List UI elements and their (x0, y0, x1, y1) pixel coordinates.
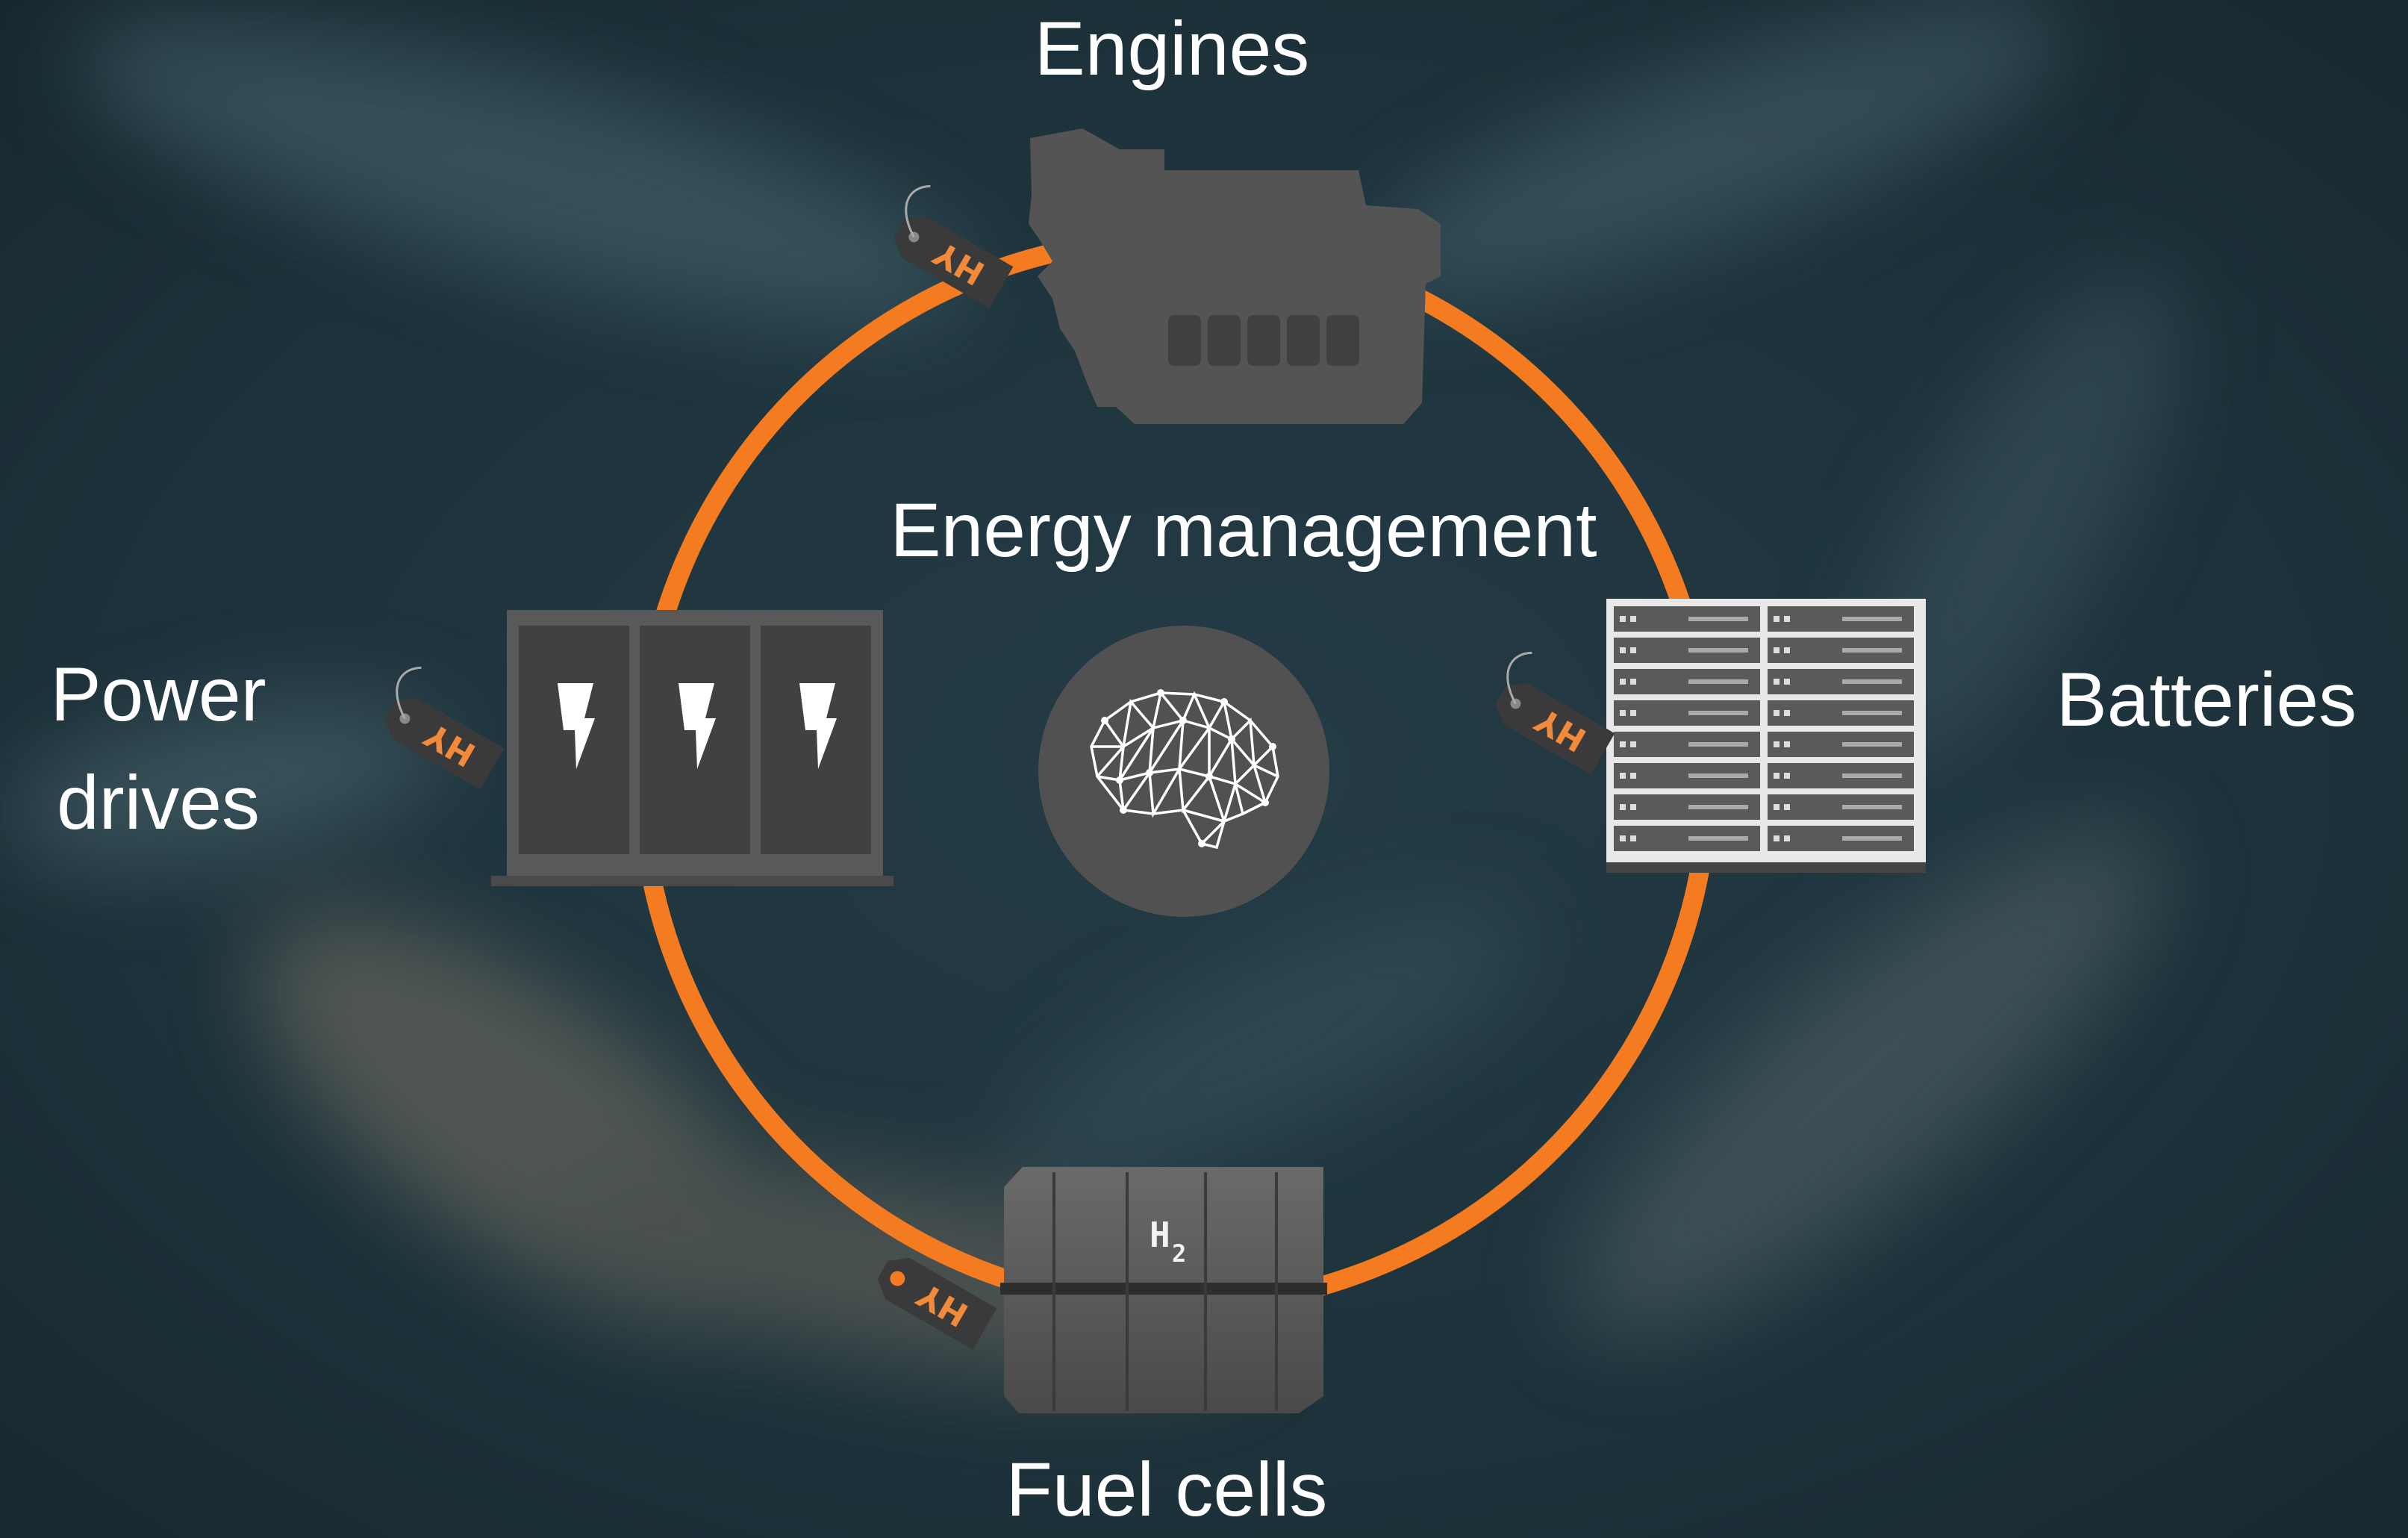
battery-led (1784, 710, 1790, 716)
battery-led (1784, 773, 1790, 779)
battery-led (1784, 804, 1790, 810)
battery-led (1774, 773, 1780, 779)
battery-led (1630, 679, 1636, 685)
battery-led (1784, 741, 1790, 747)
battery-handle (1688, 617, 1748, 621)
hydrogen-subscript: 2 (1172, 1239, 1186, 1268)
brain-icon-part-part (1146, 769, 1153, 776)
fuel-cells-label: Fuel cells (1006, 1447, 1328, 1532)
battery-handle (1688, 805, 1748, 809)
engines-label: Engines (1035, 6, 1310, 91)
hydrogen-symbol: H (1150, 1215, 1170, 1255)
battery-handle (1688, 648, 1748, 653)
battery-handle (1688, 836, 1748, 841)
diagram: H 2 HY HY HY HY Engines Energy managemen… (0, 0, 2408, 1538)
engine-icon-part-part (1326, 315, 1359, 366)
battery-handle (1842, 773, 1902, 778)
power-drive-icon-part (761, 626, 871, 854)
engine-icon-part-part (1247, 315, 1280, 366)
brain-icon-part-part (1101, 717, 1108, 724)
batteries-label: Batteries (2056, 657, 2357, 742)
brain-icon-part-part (1198, 840, 1205, 847)
battery-led (1620, 804, 1626, 810)
battery-handle (1842, 679, 1902, 684)
battery-led (1620, 835, 1626, 841)
battery-handle (1842, 648, 1902, 653)
battery-handle (1842, 617, 1902, 621)
battery-handle (1688, 773, 1748, 778)
brain-icon-part-part (1205, 773, 1213, 780)
battery-led (1774, 647, 1780, 653)
brain-icon-part-part (1228, 735, 1235, 743)
battery-led (1620, 773, 1626, 779)
battery-led (1784, 835, 1790, 841)
battery-handle (1688, 679, 1748, 684)
battery-led (1774, 679, 1780, 685)
brain-icon-part-part (1220, 698, 1228, 706)
battery-led (1784, 616, 1790, 622)
fuel-cell-icon-part (1000, 1283, 1327, 1295)
battery-handle (1688, 711, 1748, 715)
battery-handle (1842, 711, 1902, 715)
battery-led (1630, 647, 1636, 653)
brain-icon-part-part (1261, 799, 1269, 806)
battery-led (1630, 773, 1636, 779)
battery-led (1620, 741, 1626, 747)
battery-led (1774, 804, 1780, 810)
engine-icon-part-part (1208, 315, 1241, 366)
page: Energy management diagram html, body { m… (0, 0, 2408, 1538)
battery-led (1774, 835, 1780, 841)
power-drive-icon (491, 610, 893, 886)
battery-led (1620, 710, 1626, 716)
page-body: {"center": {"label": "Energy management"… (0, 0, 2408, 1538)
fuel-cell-icon: H 2 (1000, 1167, 1327, 1413)
battery-icon-part (1606, 862, 1926, 873)
battery-handle (1842, 742, 1902, 747)
battery-led (1620, 647, 1626, 653)
brain-icon-part-part (1269, 743, 1276, 750)
battery-led (1774, 710, 1780, 716)
battery-led (1774, 741, 1780, 747)
battery-icon (1606, 599, 1926, 873)
power-drive-icon-part (491, 876, 893, 886)
battery-led (1620, 679, 1626, 685)
brain-icon-part-part (1179, 717, 1187, 724)
battery-led (1774, 616, 1780, 622)
power-drives-label: drives (57, 760, 260, 845)
brain-icon-part-part (1157, 689, 1164, 697)
battery-led (1620, 616, 1626, 622)
brain-icon (1038, 626, 1329, 917)
battery-led (1784, 647, 1790, 653)
battery-led (1630, 616, 1636, 622)
battery-led (1630, 741, 1636, 747)
brain-icon-part-part (1116, 776, 1123, 784)
engine-icon-part-part (1168, 315, 1201, 366)
center-label: Energy management (890, 488, 1597, 573)
battery-led (1630, 710, 1636, 716)
engine-icon-part-part (1287, 315, 1320, 366)
battery-led (1630, 804, 1636, 810)
battery-led (1630, 835, 1636, 841)
engine-icon-part (1168, 315, 1359, 366)
battery-handle (1688, 742, 1748, 747)
battery-led (1784, 679, 1790, 685)
power-drives-label: Power (50, 652, 266, 737)
battery-handle (1842, 805, 1902, 809)
power-drive-icon-part (640, 626, 750, 854)
battery-handle (1842, 836, 1902, 841)
power-drive-icon-part (519, 626, 629, 854)
brain-icon-part-part (1120, 806, 1127, 814)
